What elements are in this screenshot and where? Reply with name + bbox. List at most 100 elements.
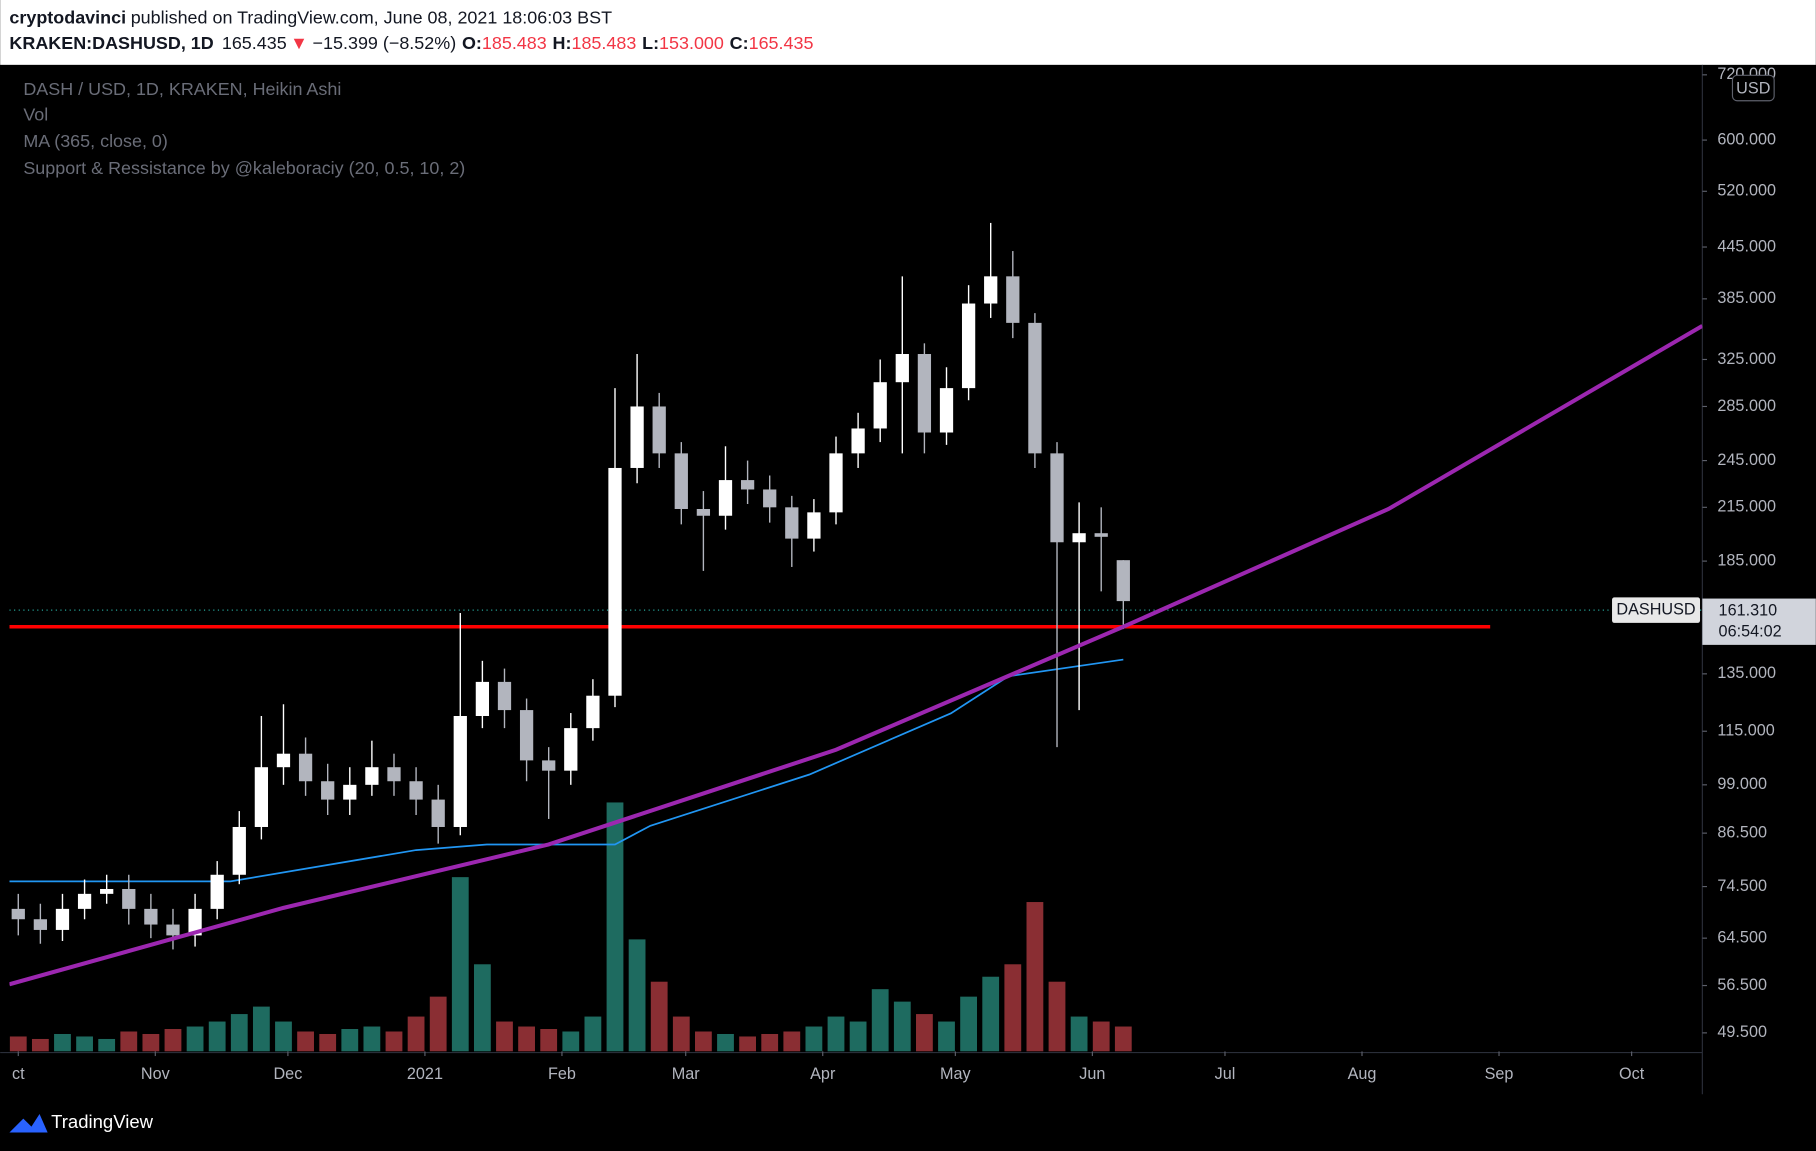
- legend-title: DASH / USD, 1D, KRAKEN, Heikin Ashi: [23, 79, 341, 99]
- volume-bar: [650, 981, 668, 1052]
- change: −15.399 (−8.52%): [313, 33, 457, 53]
- volume-bar: [518, 1026, 535, 1052]
- volume-bar: [893, 1001, 911, 1052]
- volume-bar: [9, 1036, 27, 1052]
- volume-bar: [1048, 981, 1066, 1052]
- y-tick-label: 215.000: [1717, 498, 1776, 516]
- volume-bar: [297, 1031, 314, 1052]
- candle-body: [475, 681, 490, 716]
- candle-body: [608, 467, 622, 696]
- volume-bar: [54, 1033, 71, 1052]
- currency[interactable]: USD: [1736, 79, 1770, 97]
- volume-bar: [186, 1026, 204, 1052]
- volume-bar: [473, 964, 491, 1052]
- c-value: 165.435: [749, 33, 814, 53]
- candle-body: [630, 406, 644, 468]
- candle-body: [740, 480, 755, 490]
- x-tick-label: Sep: [1485, 1065, 1514, 1083]
- candle-body: [519, 710, 534, 761]
- volume-bar: [341, 1029, 359, 1052]
- candle-body: [144, 908, 158, 925]
- volume-bar: [783, 1031, 801, 1052]
- y-tick-label: 86.500: [1717, 823, 1767, 841]
- candle-body: [453, 715, 467, 827]
- candle-body: [564, 728, 578, 771]
- y-tick-label: 56.500: [1717, 976, 1767, 994]
- currency-box[interactable]: [1731, 74, 1775, 102]
- x-tick-label: Jul: [1215, 1065, 1236, 1083]
- candle-body: [674, 453, 688, 509]
- author: cryptodavinci: [9, 7, 126, 27]
- candle-body: [939, 388, 954, 433]
- volume-bar: [540, 1029, 558, 1052]
- volume-bar: [142, 1033, 160, 1052]
- y-tick-label: 245.000: [1717, 451, 1776, 469]
- o-label: O:: [462, 33, 482, 53]
- x-tick-label: Jun: [1079, 1065, 1105, 1083]
- header-bar: [0, 0, 1816, 65]
- candle-body: [298, 753, 313, 782]
- volume-bar: [1004, 964, 1022, 1052]
- footer-logo: TradingView: [9, 1111, 154, 1133]
- candle-body: [1028, 322, 1042, 454]
- legend-ma: MA (365, close, 0): [23, 131, 168, 151]
- volume-bar: [496, 1021, 513, 1052]
- x-tick-label: ct: [12, 1065, 25, 1083]
- l-label: L:: [642, 33, 659, 53]
- candle-body: [984, 276, 998, 304]
- symbol-label: DASHUSD: [1616, 600, 1695, 618]
- candle-body: [542, 760, 556, 771]
- volume-bar: [1070, 1016, 1088, 1052]
- l-value: 153.000: [659, 33, 724, 53]
- candle-body: [100, 888, 114, 894]
- candle-body: [55, 908, 70, 930]
- y-tick-label: 600.000: [1717, 130, 1776, 148]
- volume-bar: [672, 1016, 690, 1052]
- volume-bar: [871, 989, 889, 1052]
- candle-body: [718, 480, 733, 516]
- brand: TradingView: [51, 1111, 154, 1132]
- y-tick-label: 520.000: [1717, 182, 1776, 200]
- symbol: KRAKEN:DASHUSD, 1D: [9, 33, 213, 53]
- candle-body: [497, 681, 512, 711]
- o-value: 185.483: [482, 33, 547, 53]
- candle-body: [254, 767, 269, 827]
- candle-body: [961, 303, 976, 389]
- candle-body: [1050, 453, 1064, 543]
- volume-bar: [120, 1031, 138, 1052]
- candle-body: [33, 919, 48, 930]
- symbol-label-box: [1612, 597, 1701, 623]
- x-tick-label: 2021: [407, 1065, 443, 1083]
- candle-body: [343, 784, 357, 800]
- x-tick-label: Aug: [1348, 1065, 1377, 1083]
- volume-bar: [385, 1031, 403, 1052]
- volume-bar: [230, 1014, 248, 1052]
- volume-bar: [938, 1021, 955, 1052]
- volume-bar: [960, 996, 978, 1052]
- x-tick-label: Feb: [548, 1065, 576, 1083]
- volume-bar: [805, 1026, 823, 1052]
- candle-body: [11, 908, 25, 920]
- candle-body: [696, 508, 711, 516]
- candle-body: [851, 428, 865, 454]
- volume-bar: [275, 1021, 292, 1052]
- candle-body: [122, 888, 136, 909]
- volume-bar: [849, 1021, 867, 1052]
- volume-bar: [208, 1021, 226, 1052]
- candle-body: [807, 512, 821, 539]
- published: published on TradingView.com, June 08, 2…: [131, 7, 612, 27]
- volume-bar: [1092, 1021, 1110, 1052]
- candle-body: [210, 874, 224, 909]
- price-label-box: [1702, 598, 1816, 645]
- volume-bar: [319, 1033, 337, 1052]
- volume-bar: [694, 1031, 712, 1052]
- countdown-label: 06:54:02: [1719, 622, 1782, 640]
- candle-body: [1094, 533, 1108, 537]
- volume-bar: [407, 1016, 425, 1052]
- volume-bar: [761, 1033, 779, 1052]
- candle-body: [188, 908, 202, 936]
- volume-bar: [606, 802, 624, 1052]
